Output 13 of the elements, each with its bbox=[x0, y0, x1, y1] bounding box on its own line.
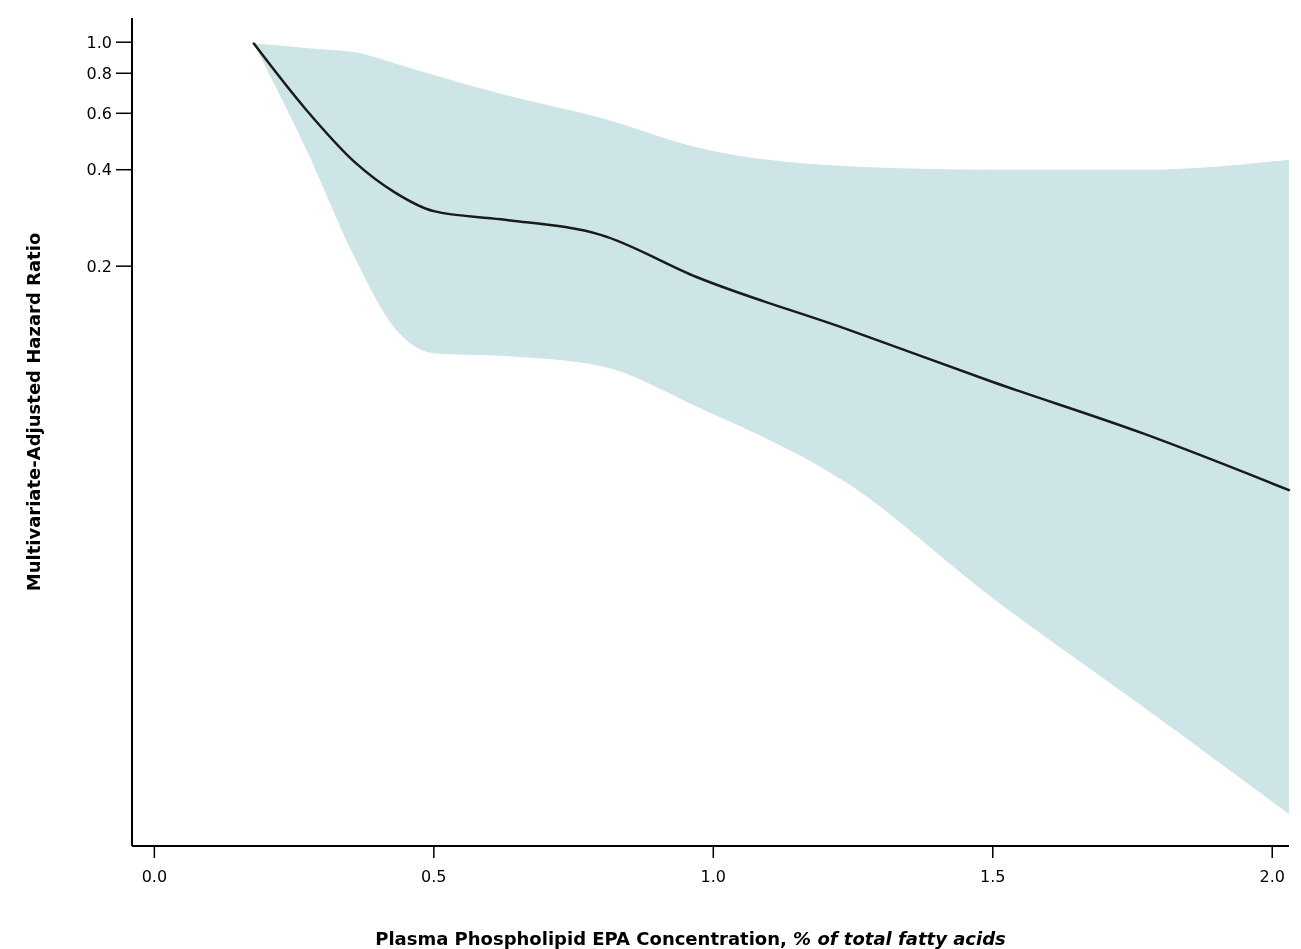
y-axis-title: Multivariate-Adjusted Hazard Ratio bbox=[23, 232, 44, 592]
y-tick-label: 0.6 bbox=[86, 103, 112, 123]
y-tick-label: 1.0 bbox=[86, 32, 112, 52]
y-tick-label: 0.8 bbox=[86, 63, 112, 83]
x-tick-label: 0.5 bbox=[421, 867, 447, 886]
line-series bbox=[252, 42, 1291, 492]
x-tick-label: 1.5 bbox=[980, 867, 1006, 886]
x-tick-label: 1.0 bbox=[700, 867, 727, 886]
x-tick-label: 0.0 bbox=[141, 867, 168, 886]
y-tick-label: 0.2 bbox=[86, 256, 112, 276]
x-axis-title: Plasma Phospholipid EPA Concentration, % of total fatty acids bbox=[375, 928, 1007, 949]
x-tick-label: 2.0 bbox=[1259, 867, 1285, 886]
y-tick-label: 0.4 bbox=[86, 160, 112, 180]
